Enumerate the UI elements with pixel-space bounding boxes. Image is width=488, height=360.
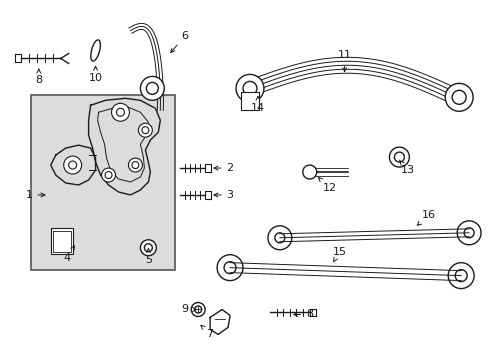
- Circle shape: [388, 147, 408, 167]
- Circle shape: [140, 240, 156, 256]
- Circle shape: [267, 226, 291, 250]
- Text: 11: 11: [337, 50, 351, 72]
- Text: 4: 4: [63, 246, 74, 263]
- Text: 1: 1: [25, 190, 45, 200]
- Bar: [51, 228, 73, 254]
- Circle shape: [63, 156, 81, 174]
- Text: 10: 10: [88, 66, 102, 84]
- Text: 2: 2: [214, 163, 233, 173]
- Circle shape: [302, 165, 316, 179]
- Text: 12: 12: [318, 177, 336, 193]
- Text: 16: 16: [416, 210, 435, 225]
- Circle shape: [102, 168, 115, 182]
- Text: 8: 8: [293, 310, 313, 319]
- Circle shape: [217, 255, 243, 280]
- Text: 7: 7: [201, 325, 213, 339]
- Circle shape: [140, 76, 164, 100]
- Text: 3: 3: [214, 190, 233, 200]
- Text: 8: 8: [35, 69, 42, 85]
- Text: 6: 6: [170, 31, 188, 53]
- Circle shape: [456, 221, 480, 245]
- Circle shape: [111, 103, 129, 121]
- Circle shape: [128, 158, 142, 172]
- Circle shape: [444, 84, 472, 111]
- Circle shape: [138, 123, 152, 137]
- Text: 15: 15: [332, 247, 346, 262]
- Circle shape: [447, 263, 473, 289]
- Bar: [31, 95, 175, 270]
- Text: 9: 9: [182, 305, 196, 315]
- Circle shape: [191, 302, 205, 316]
- Bar: [241, 92, 259, 110]
- Text: 5: 5: [144, 248, 152, 265]
- Ellipse shape: [91, 40, 100, 61]
- Text: 13: 13: [399, 160, 413, 175]
- Text: 14: 14: [250, 96, 264, 113]
- Circle shape: [236, 75, 264, 102]
